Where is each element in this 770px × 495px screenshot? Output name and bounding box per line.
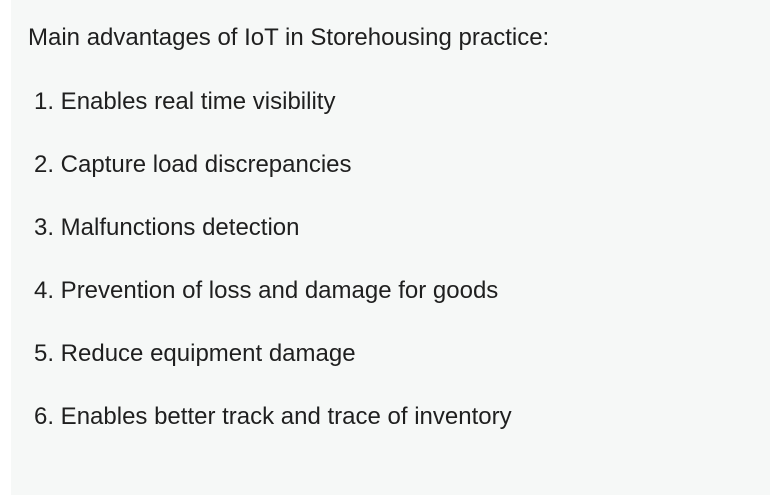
advantages-list: 1. Enables real time visibility 2. Captu… [34, 86, 512, 464]
content-card: Main advantages of IoT in Storehousing p… [11, 0, 770, 495]
list-item: 6. Enables better track and trace of inv… [34, 403, 512, 430]
list-item: 5. Reduce equipment damage [34, 340, 356, 367]
list-item: 2. Capture load discrepancies [34, 151, 352, 178]
list-heading: Main advantages of IoT in Storehousing p… [28, 24, 550, 51]
list-item: 1. Enables real time visibility [34, 88, 336, 115]
list-item: 3. Malfunctions detection [34, 214, 300, 241]
list-item: 4. Prevention of loss and damage for goo… [34, 277, 499, 304]
